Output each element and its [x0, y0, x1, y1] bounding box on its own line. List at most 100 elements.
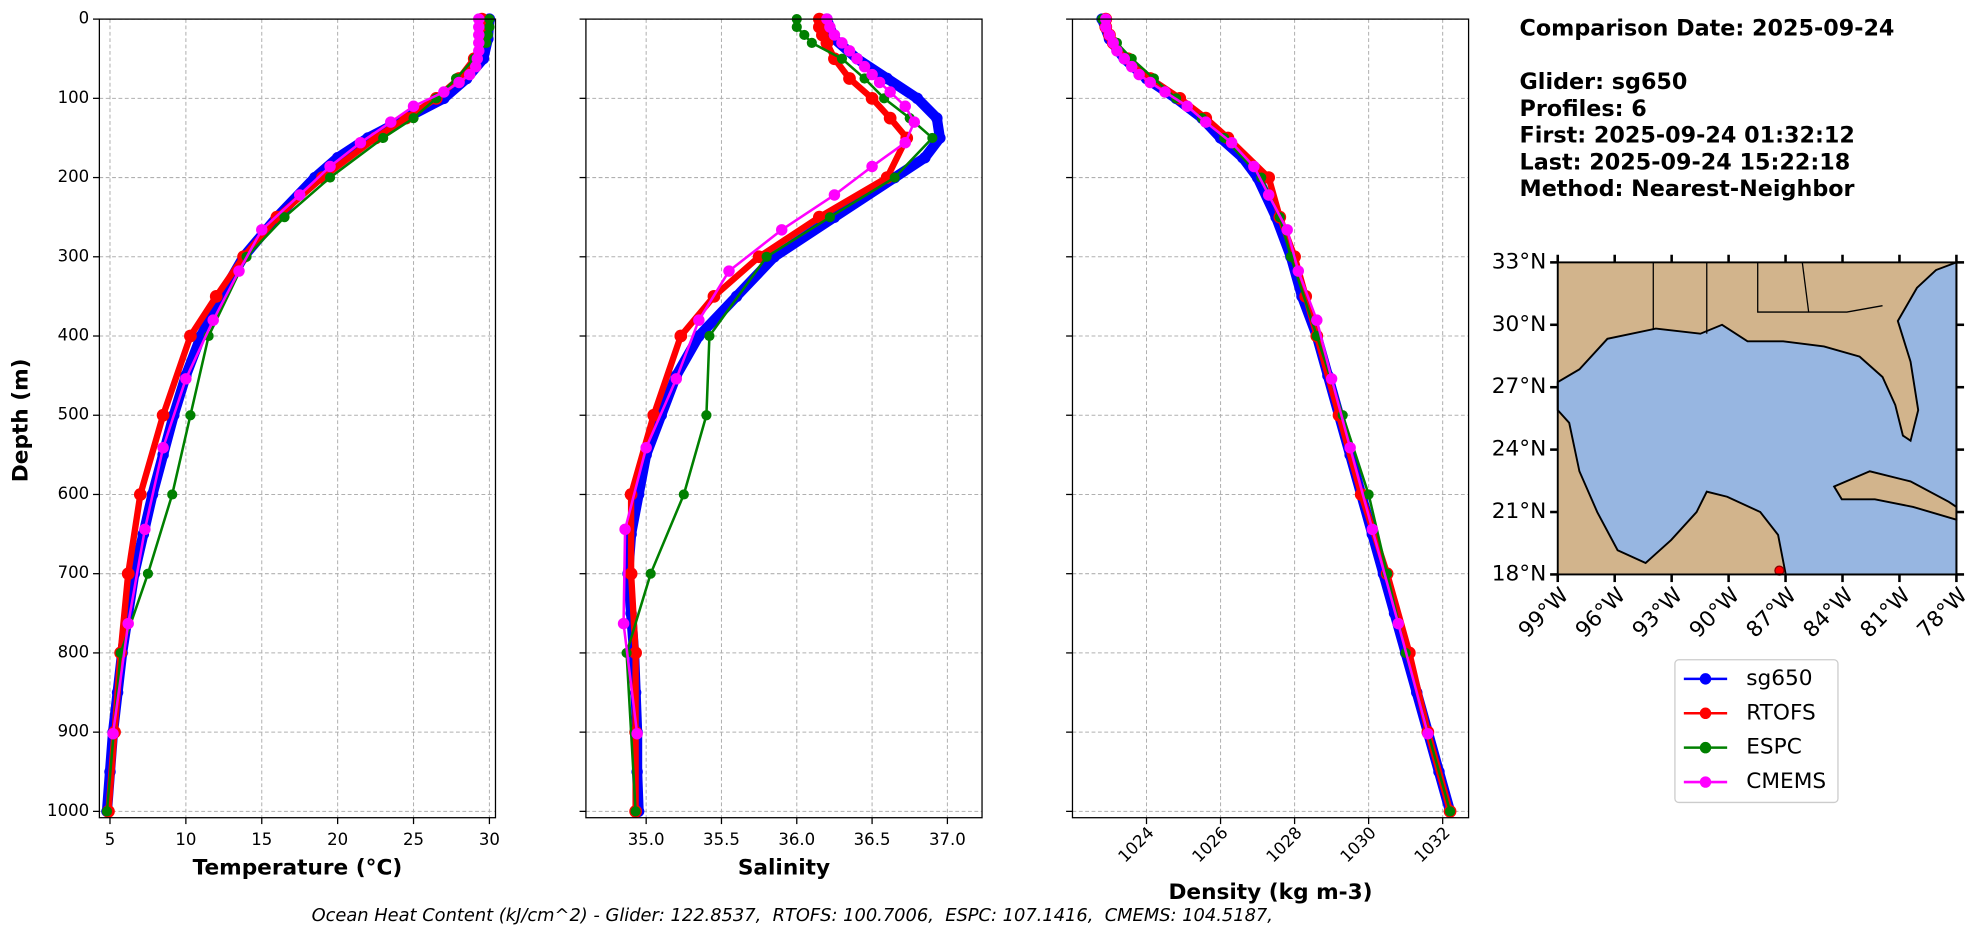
y-tick-label: 600 — [58, 484, 90, 503]
profile-marker — [640, 441, 652, 454]
info-title: Comparison Date: 2025-09-24 — [1520, 16, 1895, 42]
legend-box — [1674, 659, 1839, 804]
profile-marker — [631, 727, 643, 740]
x-axis-title: Temperature (°C) — [193, 856, 403, 881]
y-tick-label: 100 — [58, 88, 90, 107]
y-tick-label: 800 — [58, 642, 90, 661]
profile-marker — [1181, 100, 1193, 112]
profile-marker — [1262, 171, 1276, 184]
profile-marker — [473, 29, 485, 41]
map-frame — [1556, 261, 1958, 576]
profile-marker — [799, 29, 810, 41]
profile-marker — [1325, 373, 1338, 385]
profile-marker — [645, 568, 656, 579]
profile-marker — [866, 68, 878, 81]
y-tick-label: 0 — [79, 9, 90, 28]
profile-marker — [1125, 60, 1138, 73]
profile-marker — [678, 489, 689, 500]
map-border — [1757, 262, 1883, 313]
profile-marker — [484, 21, 495, 33]
profile-marker — [828, 189, 841, 201]
profile-marker — [463, 68, 476, 81]
profile-marker — [647, 408, 661, 422]
profile-marker — [911, 92, 924, 105]
x-axis-title: Density (kg m-3) — [1168, 880, 1372, 905]
axes-frame — [98, 18, 497, 819]
profile-marker — [122, 617, 134, 630]
profile-marker — [133, 488, 147, 501]
profile-marker — [1262, 189, 1275, 201]
profile-marker — [851, 52, 863, 65]
profile-marker — [407, 100, 420, 112]
profile-marker — [899, 100, 911, 112]
profile-marker — [752, 250, 766, 264]
profile-marker — [354, 136, 367, 149]
profile-marker — [167, 489, 178, 500]
profile-marker — [207, 314, 219, 326]
profile-marker — [378, 132, 389, 144]
x-tick-label: 37.0 — [929, 830, 966, 849]
profile-marker — [184, 329, 197, 343]
profile-marker — [473, 37, 485, 49]
profile-marker — [629, 646, 642, 660]
profile-marker — [908, 116, 920, 128]
profile-marker — [1225, 136, 1238, 149]
legend-marker — [1699, 673, 1712, 685]
info-line: Last: 2025-09-24 15:22:18 — [1520, 149, 1851, 175]
profile-marker — [1248, 160, 1260, 173]
map-lon-label: 87°W — [1742, 583, 1802, 643]
profile-marker — [185, 410, 196, 421]
profile-marker — [865, 91, 879, 105]
y-axis-title: Depth (m) — [9, 358, 34, 482]
profile-marker — [1344, 441, 1356, 454]
map-lat-label: 30°N — [1492, 312, 1547, 337]
profile-marker — [279, 212, 290, 223]
profile-marker — [1281, 224, 1293, 236]
profile-marker — [761, 251, 772, 262]
panel: 1024 1026 1028 1030 1032 Density (kg m-3) — [1066, 12, 1470, 905]
profile-marker — [836, 37, 848, 49]
x-axis-title: Salinity — [738, 856, 830, 881]
profile-marker — [1363, 489, 1374, 500]
x-tick-label: 36.5 — [854, 830, 891, 849]
profile-marker — [899, 136, 911, 149]
map-lat-label: 24°N — [1492, 437, 1547, 462]
profile-marker — [806, 37, 817, 48]
profile-marker — [619, 523, 631, 536]
profile-marker — [156, 408, 170, 422]
profile-marker — [1118, 52, 1131, 65]
profile-marker — [438, 86, 450, 98]
profile-marker — [931, 112, 943, 124]
footer: Ocean Heat Content (kJ/cm^2) - Glider: 1… — [312, 905, 1273, 926]
profile-marker — [209, 290, 223, 303]
map-lon-label: 96°W — [1571, 583, 1631, 643]
map-border — [1801, 262, 1810, 313]
profile-marker — [843, 72, 856, 85]
profile-marker — [1144, 76, 1156, 89]
info-line: Glider: sg650 — [1520, 69, 1688, 95]
map-lon-label: 84°W — [1799, 583, 1859, 643]
legend-label: ESPC — [1746, 735, 1802, 760]
info-line: Method: Nearest-Neighbor — [1520, 176, 1855, 202]
profile-marker — [873, 76, 886, 89]
profile-marker — [843, 45, 856, 57]
panel: 5 10 15 20 25 3001002003004005006007008009001… — [47, 9, 500, 881]
profile-marker — [824, 212, 836, 223]
profile-marker — [884, 86, 896, 98]
profile-marker — [883, 111, 897, 125]
profile-marker — [470, 60, 482, 73]
profile-marker — [1311, 314, 1323, 326]
x-tick-label: 30 — [479, 830, 500, 849]
y-tick-label: 1000 — [47, 801, 89, 820]
profile-marker — [1159, 86, 1171, 98]
profile-marker — [142, 568, 154, 579]
profile-marker — [139, 523, 151, 536]
y-tick-label: 500 — [58, 405, 90, 424]
axes-frame — [1071, 18, 1470, 819]
profile-marker — [858, 60, 871, 73]
x-tick-label: 1028 — [1262, 823, 1305, 866]
y-tick-label: 300 — [58, 246, 90, 265]
profile-marker — [693, 314, 705, 326]
profile-marker — [293, 189, 306, 201]
